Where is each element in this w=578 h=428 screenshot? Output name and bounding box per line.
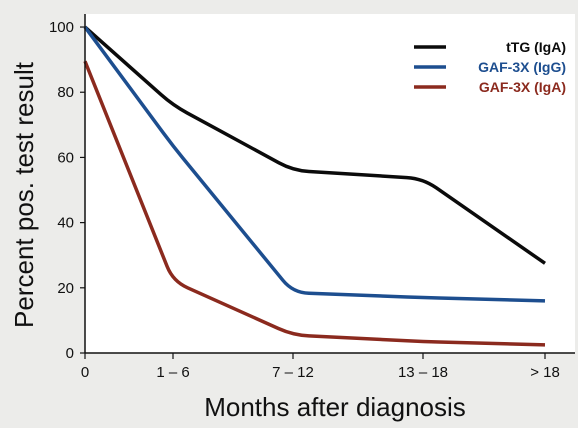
series-line-1 [83, 25, 546, 303]
y-axis-title: Percent pos. test result [9, 61, 39, 328]
y-tick-label: 80 [57, 84, 74, 101]
series-line-2 [83, 60, 546, 347]
plot-area [85, 14, 575, 353]
y-tick-label: 40 [57, 215, 74, 232]
legend-label-2: GAF-3X (IgA) [479, 79, 566, 95]
y-tick-label: 60 [57, 149, 74, 166]
legend-label-0: tTG (IgA) [506, 39, 566, 55]
y-tick-label: 20 [57, 280, 74, 297]
y-ticks: 0 20 40 60 80 100 [49, 19, 85, 362]
legend-label-1: GAF-3X (IgG) [478, 59, 566, 75]
y-tick-label: 0 [66, 345, 74, 362]
x-tick-label: 7 – 12 [272, 364, 314, 381]
series-line-0 [83, 25, 546, 265]
x-tick-label: 13 – 18 [398, 364, 448, 381]
x-tick-label: > 18 [530, 364, 560, 381]
y-tick-label: 100 [49, 19, 74, 36]
series-layer [83, 25, 546, 347]
legend: tTG (IgA) GAF-3X (IgG) GAF-3X (IgA) [414, 39, 566, 95]
x-tick-label: 1 – 6 [156, 364, 189, 381]
x-axis-title: Months after diagnosis [204, 392, 466, 422]
x-tick-label: 0 [81, 364, 89, 381]
x-ticks: 0 1 – 6 7 – 12 13 – 18 > 18 [81, 353, 560, 381]
